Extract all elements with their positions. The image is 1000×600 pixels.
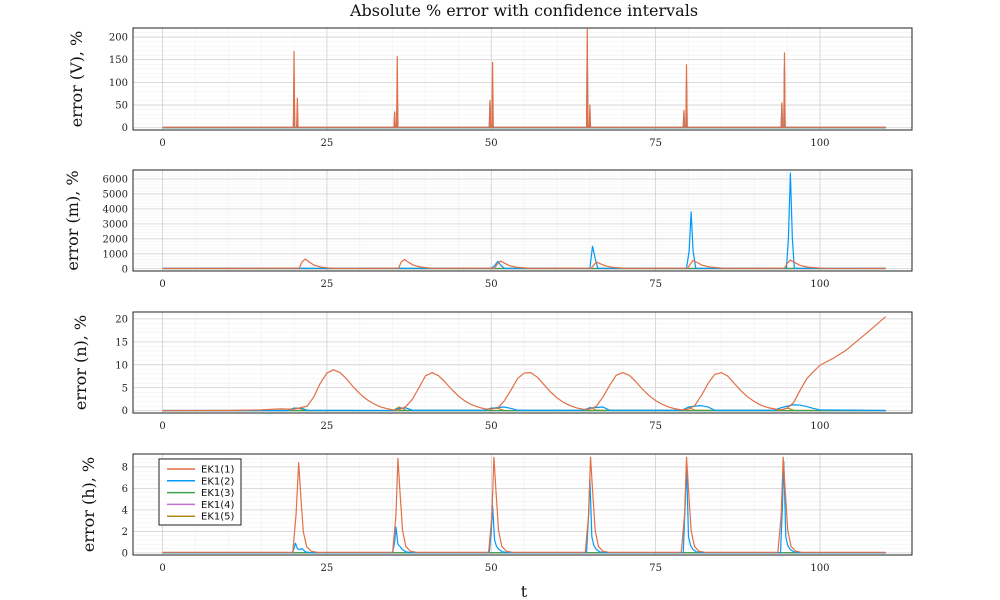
y-tick-label: 6000 <box>103 174 128 185</box>
x-tick-label: 75 <box>649 138 662 149</box>
y-axis-label: error (h), % <box>79 457 98 552</box>
x-tick-label: 25 <box>321 279 334 290</box>
y-tick-label: 2000 <box>103 234 128 245</box>
subplot-1: 0 25 50 75 100 0 50 100 150 200 error (V), % <box>67 27 913 149</box>
legend-label: EK1(5) <box>201 512 235 523</box>
x-tick-label: 0 <box>159 563 165 574</box>
y-tick-label: 0 <box>122 406 128 417</box>
x-tick-label: 25 <box>321 421 334 432</box>
x-tick-label: 0 <box>159 421 165 432</box>
y-tick-label: 150 <box>109 55 128 66</box>
plot-frame <box>132 453 913 556</box>
legend-label: EK1(1) <box>201 465 235 476</box>
y-tick-label: 4000 <box>103 204 128 215</box>
y-tick-label: 0 <box>122 123 128 134</box>
y-tick-label: 200 <box>109 33 128 44</box>
subplot-2: 0 25 50 75 1000100020003000400050006000error… <box>63 169 913 290</box>
y-tick-label: 20 <box>115 314 128 325</box>
y-tick-label: 6 <box>122 484 128 495</box>
legend-label: EK1(4) <box>201 500 235 511</box>
y-tick-label: 5 <box>122 383 128 394</box>
x-tick-label: 75 <box>649 563 662 574</box>
subplot-4: 0 25 50 75 100 0 2 4 6 8 error (h), % <box>79 453 913 574</box>
x-tick-label: 50 <box>485 279 498 290</box>
x-tick-label: 100 <box>810 279 829 290</box>
plot-frame <box>132 27 913 131</box>
x-tick-label: 25 <box>321 563 334 574</box>
x-tick-label: 100 <box>810 563 829 574</box>
y-axis-label: error (n), % <box>71 315 90 410</box>
x-tick-label: 0 <box>159 279 165 290</box>
x-tick-label: 75 <box>649 279 662 290</box>
y-tick-label: 100 <box>109 78 128 89</box>
series-line-EK1(1) <box>162 316 887 412</box>
y-tick-label: 15 <box>115 337 128 348</box>
x-axis-label: t <box>521 582 528 600</box>
series-line-EK1(1) <box>162 456 886 553</box>
x-tick-label: 75 <box>649 421 662 432</box>
subplot-3: 0 25 50 75 100 0 5 10 15 20 error (n), % <box>71 311 913 432</box>
series-line-EK1(1) <box>162 28 886 128</box>
x-tick-label: 0 <box>159 138 165 149</box>
series-line-EK1(1) <box>162 258 886 270</box>
y-axis-label: error (V), % <box>67 31 86 128</box>
legend-label: EK1(2) <box>201 476 235 487</box>
y-tick-label: 1000 <box>103 249 128 260</box>
x-tick-label: 100 <box>810 138 829 149</box>
y-tick-label: 0 <box>122 548 128 559</box>
y-tick-label: 0 <box>122 264 128 275</box>
legend: EK1(1)EK1(2)EK1(3)EK1(4)EK1(5) <box>158 458 242 526</box>
plot-frame <box>132 311 913 414</box>
y-tick-label: 5000 <box>103 189 128 200</box>
x-tick-label: 25 <box>321 138 334 149</box>
chart-title: Absolute % error with confidence interva… <box>349 1 698 20</box>
y-tick-label: 2 <box>122 527 128 538</box>
y-tick-label: 50 <box>115 101 128 112</box>
x-tick-label: 50 <box>485 421 498 432</box>
x-tick-label: 100 <box>810 421 829 432</box>
legend-label: EK1(3) <box>201 488 235 499</box>
x-tick-label: 50 <box>485 138 498 149</box>
plot-frame <box>132 169 913 272</box>
y-axis-label: error (m), % <box>63 170 82 270</box>
y-tick-label: 8 <box>122 462 128 473</box>
x-tick-label: 50 <box>485 563 498 574</box>
y-tick-label: 10 <box>115 360 128 371</box>
y-tick-label: 4 <box>122 505 128 516</box>
y-tick-label: 3000 <box>103 219 128 230</box>
